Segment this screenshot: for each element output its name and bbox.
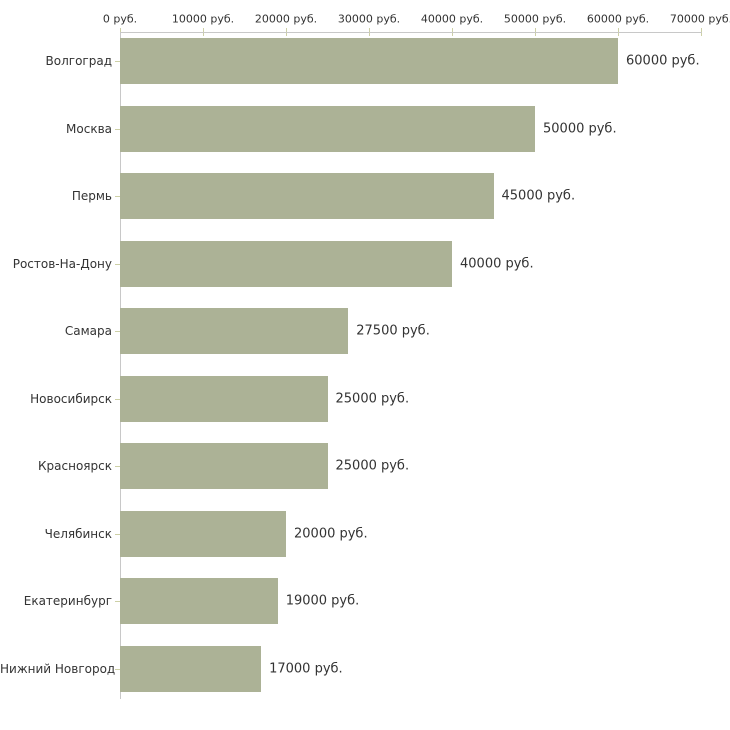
city-label: Новосибирск xyxy=(30,391,112,406)
bar xyxy=(120,375,328,422)
chart-row: Москва 50000 руб. xyxy=(0,101,730,169)
x-axis-tick-label: 0 руб. xyxy=(102,12,138,26)
city-label: Челябинск xyxy=(44,526,112,541)
value-label: 45000 руб. xyxy=(501,188,576,204)
bar xyxy=(120,308,349,354)
bar xyxy=(120,105,535,152)
chart-row: Пермь 45000 руб. xyxy=(0,168,730,236)
x-axis-line xyxy=(120,32,702,33)
chart-row: Красноярск 25000 руб. xyxy=(0,438,730,506)
city-label: Самара xyxy=(64,324,112,338)
city-label: Ростов-На-Дону xyxy=(12,256,112,271)
bar xyxy=(120,510,286,557)
y-axis-tick-mark xyxy=(115,128,120,130)
y-axis-tick-mark xyxy=(115,398,120,400)
y-axis-tick-mark xyxy=(115,61,120,62)
x-axis-tick-label: 40000 руб. xyxy=(420,12,484,26)
value-label: 25000 руб. xyxy=(335,391,410,406)
value-label: 60000 руб. xyxy=(626,53,700,69)
value-label: 17000 руб. xyxy=(269,661,343,676)
x-axis-tick-label: 60000 руб. xyxy=(586,12,650,26)
chart-row: Новосибирск 25000 руб. xyxy=(0,371,730,439)
y-axis-line xyxy=(120,32,121,699)
x-axis-tick-label: 50000 руб. xyxy=(503,12,567,26)
bar xyxy=(120,443,328,489)
chart-row: Екатеринбург 19000 руб. xyxy=(0,573,730,641)
y-axis-tick-mark xyxy=(115,466,120,467)
value-label: 20000 руб. xyxy=(294,526,368,541)
y-axis-tick-mark xyxy=(115,196,120,197)
value-label: 19000 руб. xyxy=(285,593,360,609)
chart-row: Нижний Новгород 17000 руб. xyxy=(0,641,730,709)
city-label: Екатеринбург xyxy=(23,594,112,608)
x-axis-tick-label: 30000 руб. xyxy=(337,12,401,26)
y-axis-tick-mark xyxy=(115,668,120,670)
chart-row: Челябинск 20000 руб. xyxy=(0,506,730,574)
city-label: Красноярск xyxy=(38,459,112,473)
bar-rows: Волгоград 60000 руб. Москва 50000 руб. Пермь… xyxy=(0,33,730,708)
bar xyxy=(120,38,618,84)
value-label: 50000 руб. xyxy=(543,121,617,136)
bar xyxy=(120,578,278,624)
x-axis-tick-label: 70000 руб. xyxy=(669,12,730,26)
y-axis-tick-mark xyxy=(115,533,120,535)
y-axis-tick-mark xyxy=(115,263,120,265)
bar xyxy=(120,645,262,692)
value-label: 25000 руб. xyxy=(335,458,410,474)
chart-row: Самара 27500 руб. xyxy=(0,303,730,371)
city-label: Нижний Новгород xyxy=(0,661,116,676)
bar xyxy=(120,173,494,219)
value-label: 40000 руб. xyxy=(460,256,534,271)
chart-row: Ростов-На-Дону 40000 руб. xyxy=(0,236,730,304)
city-label: Москва xyxy=(66,121,112,136)
city-label: Волгоград xyxy=(45,54,112,68)
y-axis-tick-mark xyxy=(115,331,120,332)
bar xyxy=(120,240,452,287)
city-label: Пермь xyxy=(71,189,112,203)
x-axis-tick-label: 10000 руб. xyxy=(171,12,235,26)
value-label: 27500 руб. xyxy=(356,323,430,339)
chart-row: Волгоград 60000 руб. xyxy=(0,33,730,101)
y-axis-tick-mark xyxy=(115,601,120,602)
x-axis-tick-label: 20000 руб. xyxy=(254,12,318,26)
